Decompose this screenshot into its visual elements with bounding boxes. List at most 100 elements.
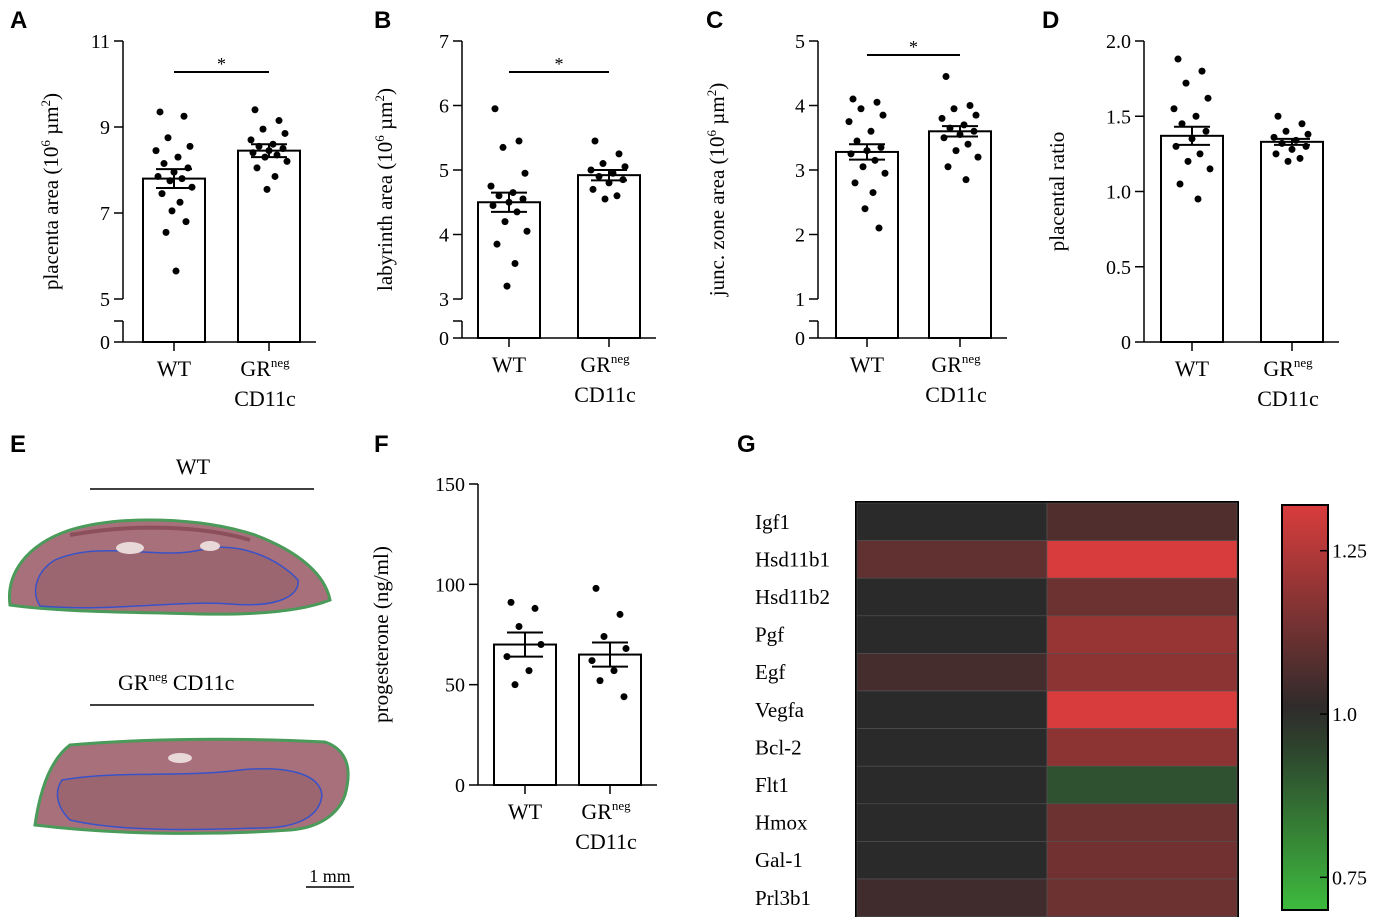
data-point-d-0 — [1198, 67, 1206, 75]
data-point-a-1 — [265, 147, 273, 155]
heatmap-row-label: Bcl-2 — [755, 735, 802, 759]
panel-label-a: A — [10, 7, 27, 34]
x-label-gr-base-f: GR — [581, 799, 612, 824]
heatmap-cell — [856, 878, 1048, 917]
data-point-c-0 — [867, 127, 875, 135]
data-point-a-0 — [162, 228, 170, 236]
x-label-gr-base-a: GR — [240, 356, 271, 381]
y-label-part-b: µm — [373, 102, 397, 136]
data-point-b-0 — [521, 169, 529, 177]
y-tick-label-a: 5 — [100, 289, 110, 311]
data-point-a-0 — [168, 207, 176, 215]
data-point-c-0 — [879, 111, 887, 119]
data-point-a-1 — [251, 106, 259, 114]
y-label-part-c: 2 — [704, 90, 719, 97]
data-point-a-1 — [279, 145, 287, 152]
panel-label-e: E — [10, 431, 26, 458]
heatmap-row-label: Igf1 — [755, 510, 790, 534]
data-point-c-0 — [851, 179, 859, 187]
data-point-f-1 — [592, 584, 600, 592]
data-point-d-0 — [1192, 112, 1200, 120]
y-label-part-b: 6 — [372, 135, 387, 142]
y-label-a: placenta area (106 µm2) — [38, 93, 63, 290]
data-point-b-1 — [621, 163, 629, 171]
y-tick-label-c: 4 — [795, 96, 805, 118]
significance-star-a: * — [217, 54, 226, 74]
chart-placental-ratio: 0 0.5 1.0 1.5 2.0 WT GRneg CD11c placental ratio — [1045, 31, 1339, 411]
heatmap-cell — [856, 765, 1048, 805]
data-point-b-1 — [595, 172, 603, 180]
data-point-d-1 — [1278, 139, 1286, 147]
data-point-a-1 — [263, 185, 271, 193]
x-label-wt-d: WT — [1175, 356, 1210, 381]
histology-gr-sup: neg — [149, 669, 168, 684]
data-point-a-0 — [154, 172, 162, 180]
data-point-b-0 — [491, 105, 499, 113]
vessel-gr-1 — [168, 753, 192, 763]
heatmap-cell — [1046, 577, 1238, 617]
data-point-d-1 — [1304, 130, 1312, 138]
panel-label-b: B — [374, 7, 391, 34]
data-point-b-1 — [589, 185, 597, 193]
bar-c-1 — [928, 130, 992, 339]
x-label-gr-sup-c: neg — [962, 351, 981, 366]
y-tick-label-d: 0 — [1121, 332, 1131, 354]
data-point-c-1 — [966, 102, 974, 109]
y-label-part-c: µm — [705, 96, 729, 130]
colorbar-tick-label: 1.25 — [1332, 541, 1367, 563]
heatmap-cell — [1046, 502, 1238, 541]
x-label-gr-sup-b: neg — [611, 351, 630, 366]
data-point-d-1 — [1270, 133, 1278, 141]
data-point-b-1 — [619, 176, 627, 184]
heatmap-row-label: Pgf — [755, 623, 784, 647]
data-point-b-0 — [501, 218, 509, 226]
data-point-f-0 — [511, 681, 519, 689]
data-point-a-0 — [184, 164, 192, 172]
data-point-c-0 — [875, 224, 883, 232]
data-point-d-1 — [1292, 136, 1300, 144]
data-point-a-0 — [160, 160, 168, 168]
placenta-section-wt — [7, 518, 332, 616]
heatmap-row-label: Vegfa — [755, 698, 805, 722]
y-tick-label-f: 100 — [435, 574, 465, 596]
data-point-c-0 — [845, 118, 853, 126]
heatmap-row-label: Prl3b1 — [755, 886, 811, 910]
heatmap-cell — [856, 577, 1048, 617]
data-point-d-0 — [1172, 142, 1180, 150]
x-label-gr-base-c: GR — [931, 352, 962, 377]
data-point-d-1 — [1288, 145, 1296, 153]
data-point-c-0 — [881, 169, 889, 177]
heatmap-cell — [856, 728, 1048, 767]
data-point-c-1 — [960, 121, 968, 129]
data-point-b-0 — [489, 201, 497, 209]
y-tick-label-c: 5 — [795, 31, 805, 53]
data-point-a-0 — [156, 108, 164, 116]
data-point-a-0 — [174, 153, 182, 161]
data-point-a-0 — [176, 198, 184, 206]
data-point-b-0 — [513, 208, 521, 216]
data-point-f-1 — [600, 633, 608, 641]
heatmap-row-label: Gal-1 — [755, 848, 803, 872]
y-label-part-a: 2 — [38, 100, 53, 107]
data-point-c-0 — [871, 156, 879, 164]
data-point-f-0 — [537, 641, 545, 649]
y-label-part-a: ) — [39, 93, 63, 100]
data-point-f-1 — [596, 677, 604, 685]
data-point-a-1 — [253, 164, 261, 172]
y-tick-label-c: 3 — [795, 160, 805, 182]
data-point-a-1 — [283, 157, 291, 165]
x-label-gr-sup-a: neg — [271, 355, 290, 370]
data-point-b-0 — [519, 195, 527, 203]
data-point-f-1 — [588, 657, 596, 665]
x-label-gr-sup-f: neg — [612, 798, 631, 813]
data-point-c-0 — [859, 163, 867, 171]
data-point-c-1 — [944, 163, 952, 171]
bar-d-1 — [1260, 140, 1324, 343]
data-point-b-1 — [605, 179, 613, 187]
y-tick-label-f: 0 — [455, 775, 465, 797]
histology-gr-base: GR — [118, 670, 149, 695]
x-label-cd11c-c: CD11c — [925, 382, 987, 407]
bar-a-1 — [237, 149, 301, 343]
labyrinth-outline-wt — [34, 546, 299, 609]
